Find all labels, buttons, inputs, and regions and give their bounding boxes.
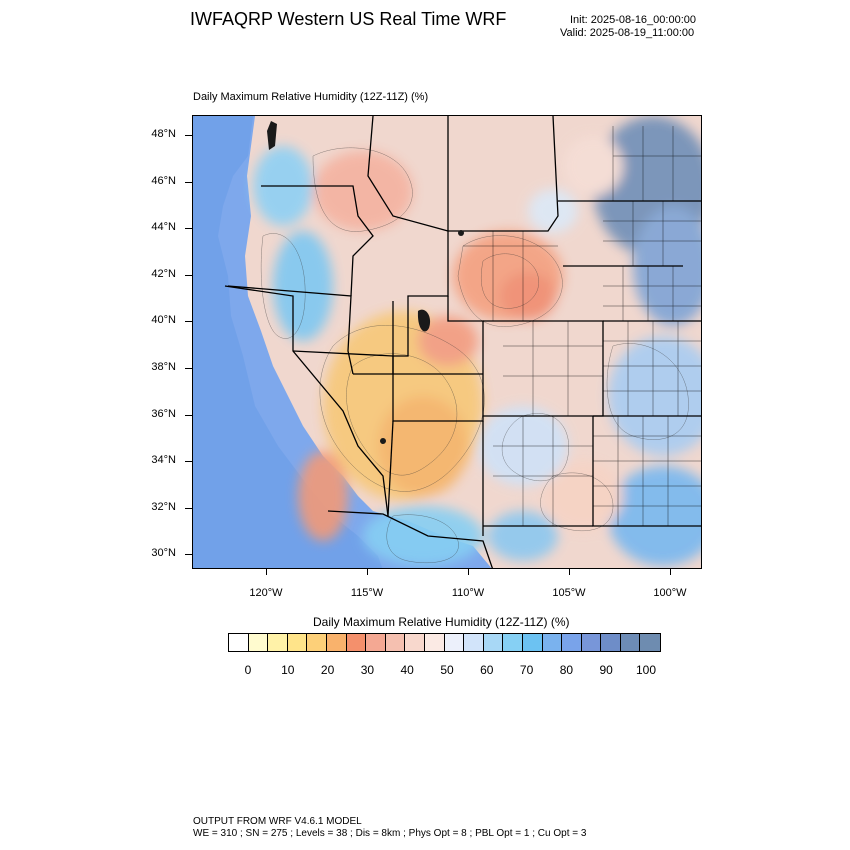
lon-label: 100°W xyxy=(653,587,687,599)
field-title: Daily Maximum Relative Humidity (12Z-11Z… xyxy=(193,91,429,103)
colorbar-swatch xyxy=(287,634,308,651)
colorbar-label: 0 xyxy=(244,663,252,677)
colorbar-swatch xyxy=(601,634,621,651)
colorbar-label: 30 xyxy=(360,663,375,677)
colorbar-swatch xyxy=(503,634,523,651)
valid-time: Valid: 2025-08-19_11:00:00 xyxy=(560,27,695,39)
map-canvas xyxy=(193,116,701,568)
colorbar-label: 80 xyxy=(559,663,574,677)
lat-tick xyxy=(185,461,192,463)
lat-tick xyxy=(185,181,192,183)
lon-label: 115°W xyxy=(350,587,384,599)
colorbar-label: 60 xyxy=(480,663,494,677)
map-title: IWFAQRP Western US Real Time WRF xyxy=(190,9,507,29)
lat-label: 48°N xyxy=(151,128,176,140)
colorbar-swatch xyxy=(366,634,386,651)
lon-label: 120°W xyxy=(249,587,283,599)
lat-label: 30°N xyxy=(151,547,176,560)
lat-tick xyxy=(185,554,192,556)
init-time: Init: 2025-08-16_00:00:00 xyxy=(570,14,696,26)
lat-label: 40°N xyxy=(151,314,176,327)
lat-label: 34°N xyxy=(151,454,176,467)
lat-label: 44°N xyxy=(151,221,176,234)
humidity-map xyxy=(192,115,702,569)
lon-label: 105°W xyxy=(552,587,586,599)
lat-tick xyxy=(185,228,192,230)
colorbar-swatch xyxy=(326,634,347,651)
lat-label: 38°N xyxy=(151,361,176,373)
lon-tick xyxy=(367,569,368,575)
colorbar-swatch xyxy=(405,634,425,651)
lat-label: 46°N xyxy=(151,174,176,187)
lat-label: 42°N xyxy=(151,267,176,280)
lat-tick xyxy=(185,135,192,136)
colorbar-swatch xyxy=(483,634,504,651)
colorbar-swatch xyxy=(640,634,661,651)
colorbar-label: 10 xyxy=(281,663,295,677)
lat-tick xyxy=(185,414,192,416)
colorbar-label: 50 xyxy=(440,663,454,677)
lat-label: 36°N xyxy=(151,407,176,420)
colorbar-swatch xyxy=(346,634,367,651)
colorbar-label: 100 xyxy=(635,663,657,677)
colorbar-swatch xyxy=(229,634,249,651)
offshore-area xyxy=(193,116,383,568)
colorbar-label: 20 xyxy=(320,663,335,677)
colorbar-swatch xyxy=(444,634,465,651)
colorbar-swatch xyxy=(385,634,406,651)
lat-tick xyxy=(185,507,192,509)
colorbar-swatch xyxy=(562,634,582,651)
lat-label: 32°N xyxy=(151,500,176,513)
colorbar-swatch xyxy=(424,634,445,651)
colorbar-label: 40 xyxy=(400,663,414,677)
county-borders xyxy=(463,126,701,526)
colorbar-swatch xyxy=(581,634,602,651)
colorbar-swatch xyxy=(248,634,269,651)
colorbar-title: Daily Maximum Relative Humidity (12Z-11Z… xyxy=(313,615,570,629)
colorbar-swatch xyxy=(542,634,563,651)
lat-tick xyxy=(185,274,192,276)
colorbar-label: 70 xyxy=(519,663,534,677)
colorbar-label: 90 xyxy=(599,663,613,677)
lat-tick xyxy=(185,368,192,369)
model-settings: WE = 310 ; SN = 275 ; Levels = 38 ; Dis … xyxy=(193,828,587,839)
lon-label: 110°W xyxy=(451,587,485,599)
lat-tick xyxy=(185,321,192,323)
lakes xyxy=(267,121,464,444)
model-info: OUTPUT FROM WRF V4.6.1 MODEL xyxy=(193,816,362,827)
colorbar-swatch xyxy=(522,634,543,651)
colorbar-swatch xyxy=(268,634,288,651)
colorbar-swatch xyxy=(620,634,641,651)
lon-tick xyxy=(468,569,469,575)
colorbar xyxy=(228,633,662,652)
lon-tick xyxy=(266,569,267,575)
lon-tick xyxy=(569,569,570,575)
lon-tick xyxy=(670,569,671,575)
colorbar-swatch xyxy=(464,634,484,651)
colorbar-swatch xyxy=(307,634,327,651)
